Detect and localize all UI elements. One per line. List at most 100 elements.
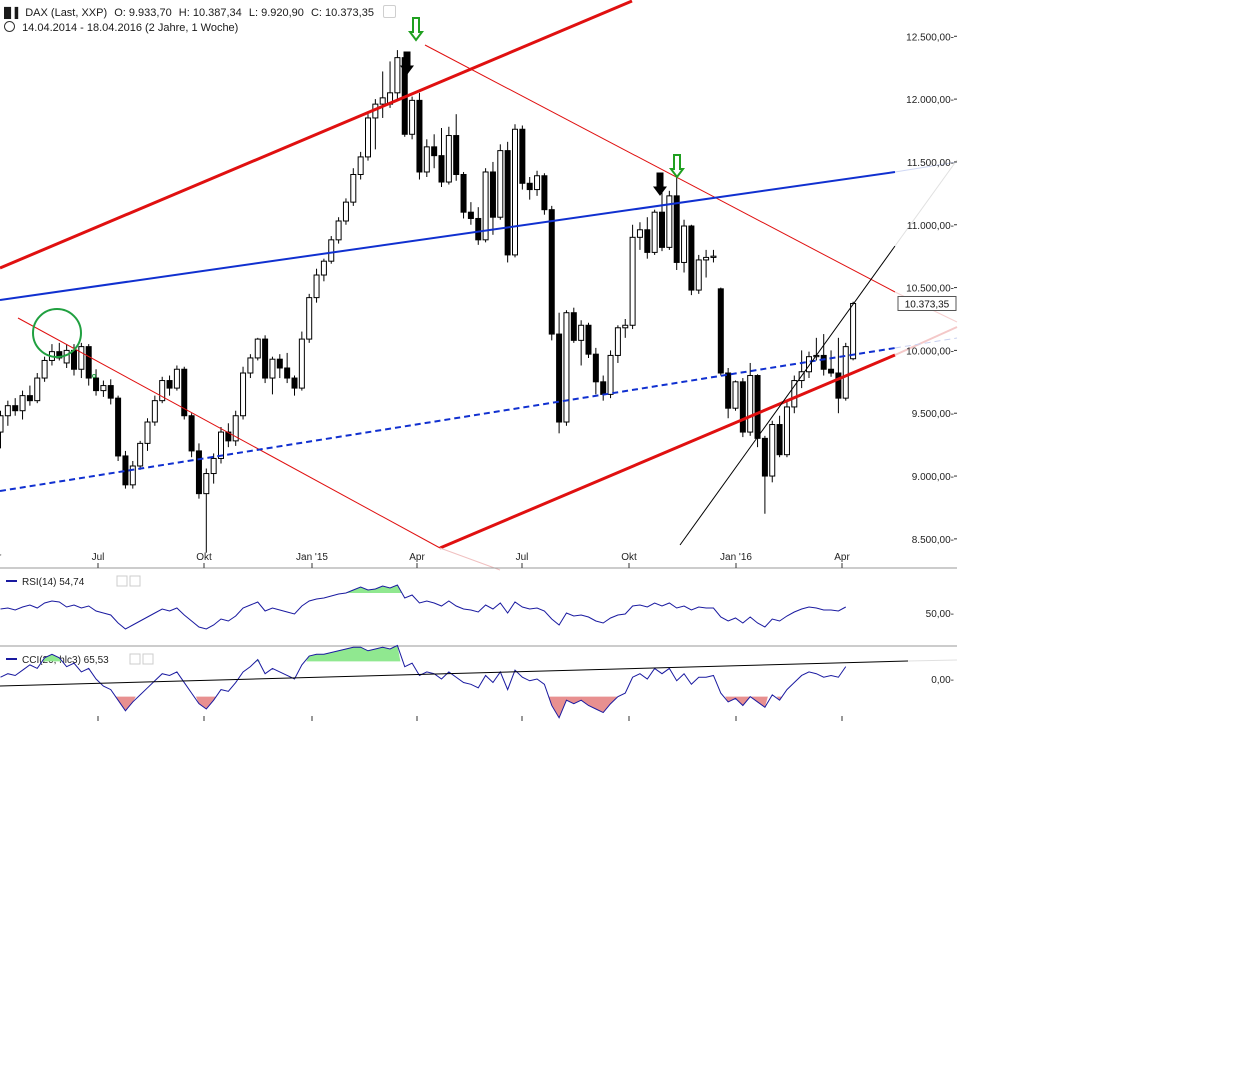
candle (78, 342, 85, 379)
candle-body (688, 225, 695, 291)
candle-body (526, 182, 533, 191)
cci-panel: CCI(20, hlc3) 65,53 0,00- (0, 644, 958, 721)
y-tick-label: 9.500,00- (912, 409, 954, 420)
candle-body (409, 99, 416, 135)
candle (144, 418, 151, 451)
candle-body (460, 173, 467, 213)
candle (379, 71, 386, 118)
x-tick-label: Jan '15 (296, 552, 328, 563)
candle (512, 124, 518, 258)
candle (688, 224, 695, 296)
candle-body (467, 211, 474, 219)
last-price-tag: 10.373,35 (897, 295, 957, 311)
candle-body (78, 346, 85, 370)
candle-body (475, 217, 482, 241)
candle (115, 395, 122, 461)
cci-tick-label: 0,00- (931, 675, 954, 686)
candle (842, 342, 849, 401)
candle (592, 347, 599, 395)
rsi-overbought-fill (337, 585, 402, 593)
candle-body (835, 372, 842, 399)
candle (284, 352, 291, 384)
candle-body (173, 368, 180, 389)
candle-body (761, 437, 768, 477)
candle (636, 222, 643, 250)
candle (673, 170, 680, 270)
candle-body (203, 473, 210, 495)
candle-body (115, 397, 122, 457)
candle (12, 398, 19, 416)
candle-body (298, 338, 305, 389)
chart-header: █▐ DAX (Last, XXP) O: 9.933,70 H: 10.387… (4, 5, 400, 19)
candle (798, 350, 805, 389)
candle (34, 373, 41, 404)
period-label: 14.04.2014 - 18.04.2016 (2 Jahre, 1 Woch… (22, 22, 239, 34)
candle (41, 356, 48, 382)
settings-icon[interactable] (383, 5, 397, 18)
candle (0, 410, 4, 449)
candle-body (181, 368, 188, 417)
candle (188, 413, 195, 458)
candle (129, 460, 136, 489)
candle (489, 161, 496, 235)
candle (497, 144, 504, 220)
candle-body (703, 256, 710, 261)
period-row: 14.04.2014 - 18.04.2016 (2 Jahre, 1 Woch… (4, 21, 242, 34)
candle (820, 334, 827, 376)
cci-trend-line (0, 660, 909, 687)
black-arrow-icon (653, 172, 667, 196)
candle (703, 249, 710, 278)
candle-body (151, 400, 158, 423)
candle (563, 310, 570, 426)
rsi-tick-label: 50,00- (926, 609, 954, 620)
cci-overbought-fill (306, 645, 401, 662)
candle (320, 258, 327, 282)
cci-oversold-fill (548, 696, 621, 718)
candle (695, 254, 702, 294)
candle (776, 415, 783, 458)
candle-body (320, 260, 327, 276)
candle-body (695, 259, 702, 291)
candle (357, 151, 364, 180)
cci-oversold-fill (195, 696, 217, 709)
candle-body (19, 395, 26, 412)
candle-body (512, 128, 518, 256)
blue-support-extension (894, 337, 958, 349)
candle-body (725, 372, 732, 409)
y-tick-label: 12.000,00- (906, 95, 954, 106)
candle (754, 374, 761, 448)
candle (556, 312, 563, 434)
candle-body (56, 351, 63, 359)
candle (269, 356, 276, 395)
candle-body (306, 297, 313, 340)
x-tick-label: Okt (621, 552, 637, 563)
blue-resistance-line (0, 171, 896, 301)
candle-body (93, 377, 100, 392)
candle-body (754, 375, 761, 439)
cci-overbought-fill (41, 654, 63, 662)
candle-body (342, 201, 349, 222)
candle-body (129, 465, 136, 486)
candle (328, 236, 335, 264)
candle (394, 50, 401, 101)
last-price-box (897, 295, 957, 311)
chart-type-icon[interactable]: █▐ (4, 8, 19, 19)
candle-body (570, 312, 577, 341)
candle-body (622, 324, 629, 329)
candle-body (659, 211, 665, 248)
candle-body (431, 146, 438, 157)
candle-body (328, 239, 335, 262)
blue-resistance-extension (894, 161, 958, 173)
candle-body (0, 415, 4, 433)
candle (416, 92, 423, 180)
candle-body (534, 175, 541, 191)
candle-body (423, 146, 430, 173)
y-tick-label: 11.500,00- (907, 158, 954, 169)
candle (438, 128, 445, 188)
candle (26, 385, 33, 406)
cci-label: CCI(20, hlc3) 65,53 (22, 655, 109, 666)
candle (262, 335, 269, 384)
candle (467, 202, 474, 225)
